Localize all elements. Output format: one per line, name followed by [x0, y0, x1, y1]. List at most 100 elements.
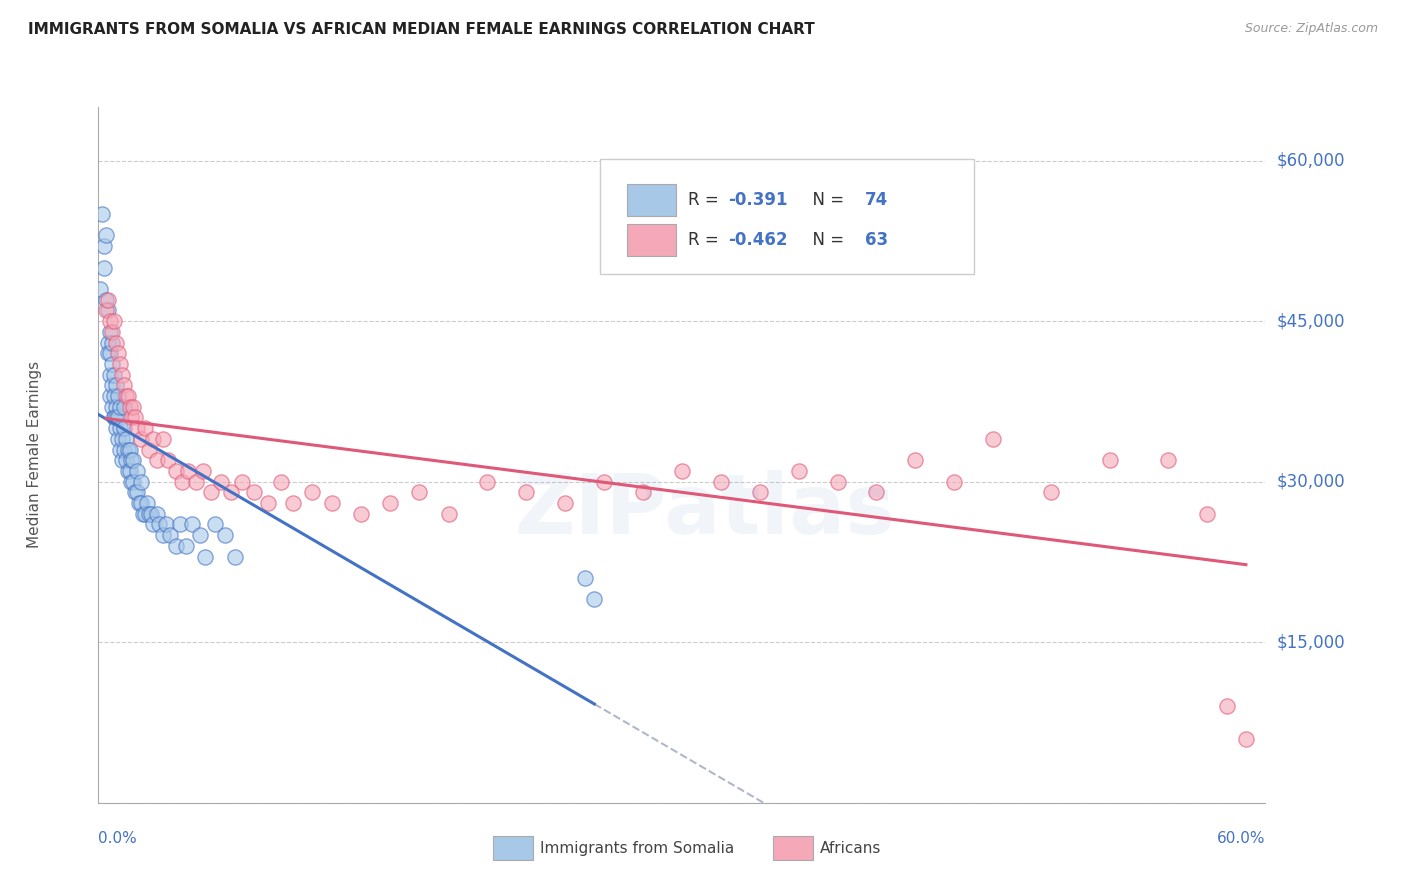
Point: [97, 293, 120, 307]
Point: [104, 410, 127, 425]
Text: ZIPatlas: ZIPatlas: [515, 470, 896, 551]
Point: [301, 485, 323, 500]
Point: [146, 453, 169, 467]
Point: [114, 389, 136, 403]
Text: 74: 74: [865, 191, 889, 210]
Point: [146, 507, 169, 521]
Point: [104, 400, 127, 414]
FancyBboxPatch shape: [494, 836, 533, 860]
Point: [194, 549, 217, 564]
Point: [169, 517, 191, 532]
Point: [865, 485, 887, 500]
Point: [748, 485, 770, 500]
Point: [138, 507, 160, 521]
Point: [138, 442, 160, 457]
Point: [134, 507, 156, 521]
Point: [321, 496, 343, 510]
Point: [122, 475, 145, 489]
Point: [98, 368, 121, 382]
Point: [107, 410, 129, 425]
Text: Immigrants from Somalia: Immigrants from Somalia: [540, 840, 734, 855]
Point: [97, 346, 120, 360]
FancyBboxPatch shape: [773, 836, 813, 860]
Point: [184, 475, 207, 489]
Point: [104, 378, 127, 392]
Point: [554, 496, 576, 510]
Point: [134, 421, 156, 435]
Point: [129, 432, 152, 446]
Point: [107, 432, 129, 446]
Point: [943, 475, 966, 489]
Point: [121, 453, 143, 467]
Point: [117, 389, 139, 403]
Point: [174, 539, 197, 553]
Text: N =: N =: [801, 231, 849, 249]
Point: [155, 517, 177, 532]
Point: [139, 507, 162, 521]
Point: [98, 314, 121, 328]
Point: [136, 496, 159, 510]
Point: [111, 432, 134, 446]
Point: [101, 325, 124, 339]
Text: $15,000: $15,000: [1277, 633, 1346, 651]
Text: IMMIGRANTS FROM SOMALIA VS AFRICAN MEDIAN FEMALE EARNINGS CORRELATION CHART: IMMIGRANTS FROM SOMALIA VS AFRICAN MEDIA…: [28, 22, 815, 37]
Point: [243, 485, 266, 500]
Point: [671, 464, 693, 478]
Point: [128, 496, 150, 510]
Point: [157, 453, 180, 467]
Point: [408, 485, 430, 500]
Point: [114, 453, 136, 467]
Point: [118, 400, 141, 414]
Text: N =: N =: [801, 191, 849, 210]
Point: [574, 571, 596, 585]
Point: [101, 400, 124, 414]
Point: [378, 496, 402, 510]
FancyBboxPatch shape: [627, 224, 676, 256]
Point: [132, 507, 155, 521]
Point: [437, 507, 460, 521]
Point: [231, 475, 253, 489]
Point: [209, 475, 232, 489]
Point: [122, 400, 145, 414]
Point: [112, 442, 135, 457]
FancyBboxPatch shape: [627, 185, 676, 216]
Point: [108, 421, 131, 435]
Point: [101, 335, 124, 350]
Point: [193, 464, 215, 478]
Point: [148, 517, 170, 532]
Point: [124, 485, 146, 500]
Point: [96, 228, 118, 243]
Point: [112, 378, 135, 392]
Text: -0.391: -0.391: [728, 191, 789, 210]
Point: [121, 475, 143, 489]
Text: Median Female Earnings: Median Female Earnings: [27, 361, 42, 549]
Point: [129, 496, 152, 510]
Text: 60.0%: 60.0%: [1218, 830, 1265, 846]
Point: [111, 453, 134, 467]
Point: [159, 528, 181, 542]
Point: [904, 453, 927, 467]
Text: R =: R =: [688, 191, 724, 210]
Point: [477, 475, 499, 489]
Point: [981, 432, 1004, 446]
Point: [787, 464, 810, 478]
Point: [214, 528, 236, 542]
Point: [117, 464, 139, 478]
Point: [96, 293, 118, 307]
Point: [112, 400, 135, 414]
Text: $45,000: $45,000: [1277, 312, 1346, 330]
Point: [256, 496, 278, 510]
Point: [593, 475, 616, 489]
Point: [103, 410, 125, 425]
Text: Source: ZipAtlas.com: Source: ZipAtlas.com: [1244, 22, 1378, 36]
Text: -0.462: -0.462: [728, 231, 789, 249]
Point: [103, 389, 125, 403]
Point: [111, 368, 134, 382]
Point: [200, 485, 222, 500]
Point: [97, 303, 120, 318]
Point: [96, 303, 118, 318]
Point: [142, 517, 165, 532]
Text: Africans: Africans: [820, 840, 882, 855]
Point: [152, 432, 174, 446]
Point: [631, 485, 654, 500]
